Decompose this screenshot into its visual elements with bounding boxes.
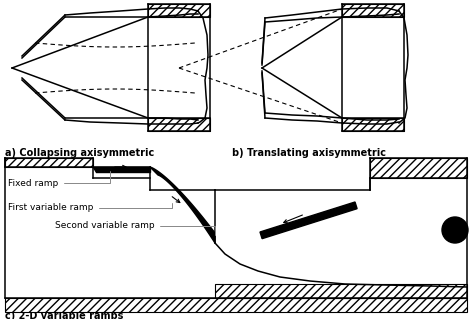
Text: Fixed ramp: Fixed ramp <box>8 171 110 188</box>
Polygon shape <box>150 167 215 243</box>
Text: b) Translating axisymmetric: b) Translating axisymmetric <box>232 148 386 158</box>
Circle shape <box>442 217 468 243</box>
Text: a) Collapsing axisymmetric: a) Collapsing axisymmetric <box>5 148 154 158</box>
Bar <box>342 4 404 17</box>
Bar <box>5 158 93 167</box>
Polygon shape <box>93 167 150 172</box>
Bar <box>370 158 467 178</box>
Bar <box>215 284 467 298</box>
Bar <box>148 4 210 17</box>
Text: c) 2-D variable ramps: c) 2-D variable ramps <box>5 311 123 319</box>
Polygon shape <box>260 202 357 239</box>
Text: First variable ramp: First variable ramp <box>8 203 172 212</box>
Bar <box>342 118 404 131</box>
Bar <box>5 298 467 312</box>
Bar <box>148 118 210 131</box>
Text: Second variable ramp: Second variable ramp <box>55 221 215 235</box>
